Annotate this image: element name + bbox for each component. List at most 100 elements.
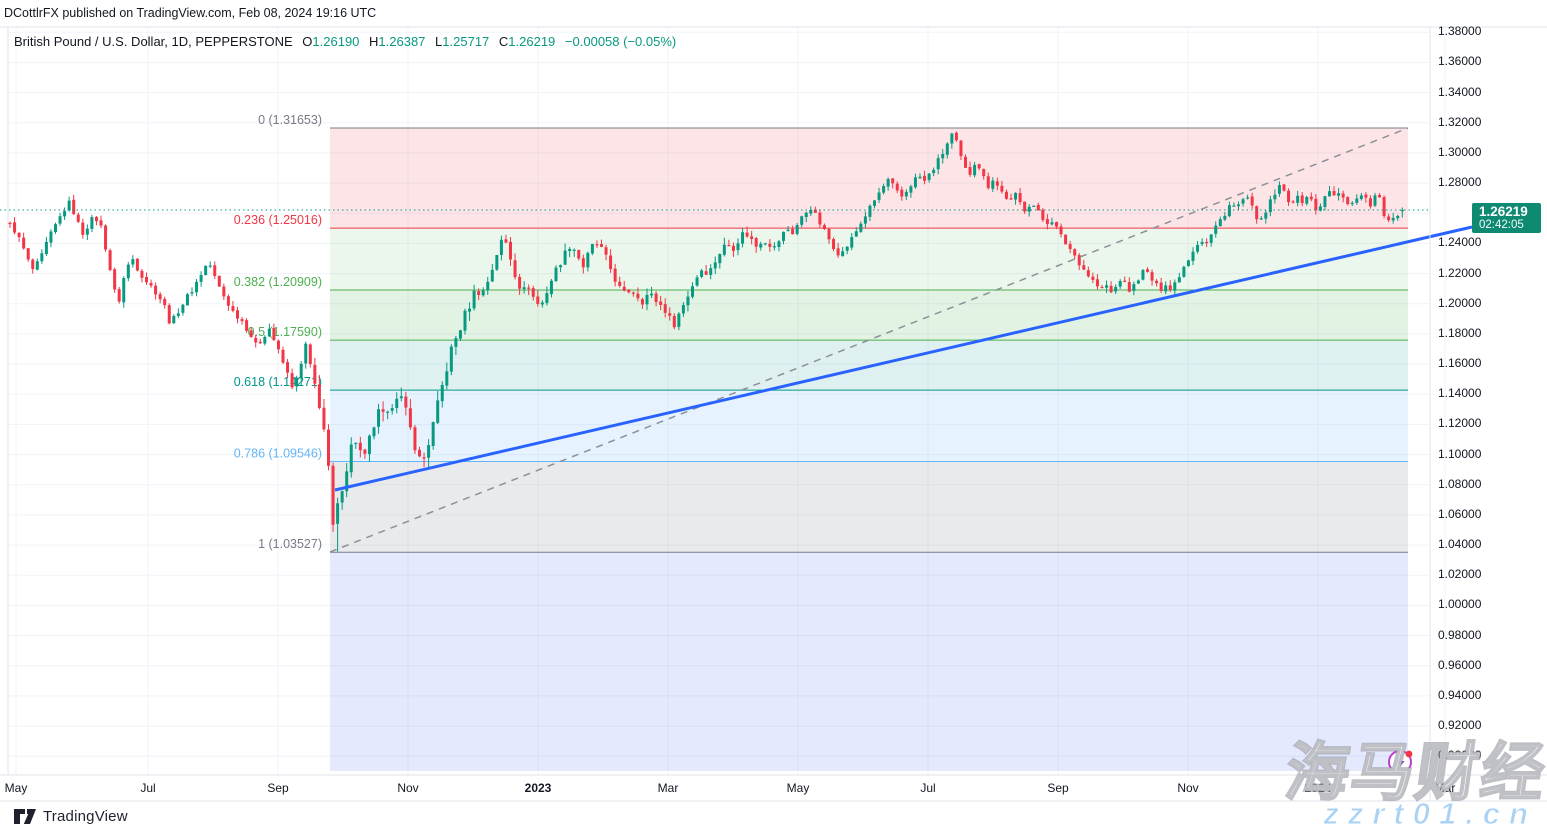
candle-body <box>1396 215 1400 219</box>
price-tick-label: 1.02000 <box>1438 567 1482 582</box>
candle-body <box>431 422 435 446</box>
ohlc-close-label: C <box>498 34 509 49</box>
candle-body <box>240 319 244 322</box>
symbol-legend[interactable]: British Pound / U.S. Dollar, 1D, PEPPERS… <box>14 34 676 49</box>
candle-body <box>131 259 135 265</box>
candle-body <box>504 239 508 243</box>
candle <box>1027 204 1031 217</box>
candle-body <box>499 239 503 255</box>
candle-body <box>936 158 940 170</box>
candle <box>1309 192 1313 202</box>
candle <box>722 237 726 257</box>
candle-body <box>108 250 112 271</box>
candle-body <box>1350 202 1354 205</box>
candle <box>832 237 836 252</box>
candle <box>222 283 226 301</box>
candle <box>882 183 886 195</box>
candle-body <box>422 457 426 459</box>
candle-body <box>1277 185 1281 194</box>
candle-body <box>559 265 563 268</box>
dashed-trendline[interactable] <box>329 127 1409 553</box>
fib-band <box>330 390 1408 462</box>
candle-body <box>549 280 553 294</box>
candle-body <box>1082 265 1086 270</box>
candle-wick <box>177 308 179 318</box>
candle <box>650 286 654 299</box>
candle <box>986 172 990 190</box>
candle-body <box>1000 185 1004 192</box>
candle-body <box>1086 270 1090 277</box>
candle-body <box>468 308 472 312</box>
symbol-title: British Pound / U.S. Dollar, 1D, PEPPERS… <box>14 34 293 49</box>
candle <box>1264 209 1268 224</box>
candle-body <box>600 244 603 247</box>
candle <box>113 267 117 293</box>
candle-body <box>886 179 890 187</box>
candle-body <box>932 169 936 174</box>
candle <box>968 161 972 177</box>
candle <box>1091 272 1095 284</box>
candle-body <box>1387 216 1391 221</box>
candle-body <box>1355 198 1359 203</box>
candle <box>827 228 831 244</box>
candle-body <box>17 232 21 238</box>
candle <box>991 177 995 193</box>
candle <box>640 297 644 309</box>
candle <box>1378 193 1382 198</box>
candle <box>691 282 694 299</box>
candle-body <box>213 265 217 276</box>
candle <box>927 173 931 183</box>
candle <box>982 168 986 180</box>
candle-body <box>731 245 735 251</box>
candle <box>800 215 804 228</box>
candle <box>345 463 349 498</box>
candle <box>768 239 772 252</box>
time-tick-label: 2024 <box>1304 781 1332 795</box>
candle <box>782 231 785 245</box>
candle-body <box>1400 209 1404 212</box>
candle-body <box>226 296 230 306</box>
candle <box>1018 187 1022 205</box>
boost-button[interactable] <box>1386 748 1416 778</box>
candle <box>258 338 262 344</box>
candle-body <box>1182 266 1186 277</box>
candle-body <box>254 337 258 343</box>
candle <box>741 228 745 248</box>
candle-wick <box>355 442 357 449</box>
candle-body <box>1205 241 1209 244</box>
candle-body <box>336 503 340 524</box>
candle <box>1100 284 1104 289</box>
candle-body <box>445 371 449 386</box>
candle <box>117 286 121 304</box>
candle-body <box>477 291 481 296</box>
candle <box>995 177 999 191</box>
fib-label: 0.786 (1.09546) <box>234 446 322 460</box>
candle-body <box>190 292 194 294</box>
candle-body <box>736 243 740 251</box>
candle-body <box>772 246 776 248</box>
candle-body <box>1323 196 1327 207</box>
candle <box>1168 280 1172 292</box>
candle <box>540 300 544 308</box>
candle <box>1186 259 1190 267</box>
candle-body <box>1282 184 1286 191</box>
candle-wick <box>632 291 634 297</box>
price-tick-label: 1.38000 <box>1438 24 1482 39</box>
candle-body <box>58 216 62 224</box>
candle <box>527 284 531 296</box>
tradingview-attribution[interactable]: TradingView <box>14 807 128 826</box>
candle-body <box>554 267 558 281</box>
candle-body <box>72 199 76 215</box>
support-trendline[interactable] <box>334 225 1473 492</box>
candle <box>695 275 699 287</box>
candle <box>108 248 112 272</box>
candle <box>1287 188 1291 206</box>
candle <box>863 211 867 228</box>
candle-body <box>340 491 344 503</box>
price-tick-label: 1.00000 <box>1438 597 1482 612</box>
candle-body <box>1314 198 1318 211</box>
candle-wick <box>919 173 921 180</box>
candle-wick <box>596 240 598 248</box>
candle-body <box>1382 197 1386 217</box>
